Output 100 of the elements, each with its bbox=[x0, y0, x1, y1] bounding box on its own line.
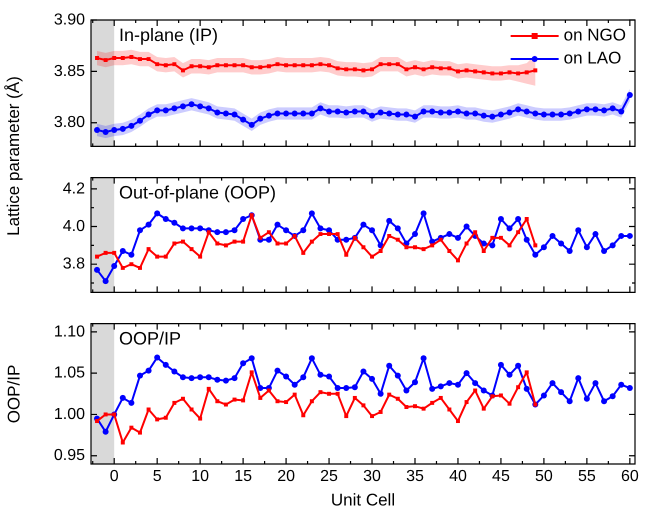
point bbox=[250, 65, 254, 70]
point bbox=[422, 67, 426, 72]
point bbox=[155, 254, 160, 259]
point bbox=[155, 62, 160, 66]
point bbox=[284, 400, 288, 404]
point bbox=[310, 240, 314, 244]
x-tick-label: 50 bbox=[535, 468, 553, 486]
point bbox=[120, 440, 125, 445]
y-axis-title: Lattice parameter (Å) bbox=[4, 76, 24, 236]
point bbox=[292, 63, 297, 68]
y-tick-label: 4.0 bbox=[62, 218, 86, 235]
point bbox=[276, 62, 280, 66]
point bbox=[112, 56, 116, 60]
point bbox=[224, 243, 228, 248]
point bbox=[447, 66, 452, 70]
point bbox=[190, 247, 194, 252]
point bbox=[430, 400, 434, 405]
point bbox=[370, 414, 374, 418]
point bbox=[232, 240, 236, 244]
point bbox=[387, 62, 392, 66]
point bbox=[473, 230, 478, 234]
point bbox=[404, 405, 408, 409]
point bbox=[215, 241, 220, 246]
point bbox=[438, 66, 443, 70]
point bbox=[438, 238, 443, 242]
point bbox=[198, 254, 202, 259]
x-tick-label: 45 bbox=[492, 468, 510, 486]
x-tick-label: 30 bbox=[363, 468, 382, 486]
point bbox=[464, 400, 469, 404]
point bbox=[95, 419, 99, 424]
annotation: OOP/IP bbox=[119, 328, 182, 349]
point bbox=[508, 243, 512, 248]
y-tick-label: 1.10 bbox=[54, 323, 86, 340]
point bbox=[327, 63, 332, 68]
point bbox=[508, 402, 512, 406]
point bbox=[352, 67, 357, 72]
x-tick-label: 10 bbox=[191, 468, 210, 486]
point bbox=[284, 241, 288, 246]
point bbox=[524, 370, 529, 374]
point bbox=[232, 398, 236, 402]
point bbox=[378, 410, 383, 414]
point bbox=[533, 243, 538, 248]
y-tick-label: 4.2 bbox=[62, 180, 86, 198]
point bbox=[413, 404, 417, 408]
point bbox=[387, 234, 392, 238]
point bbox=[138, 430, 142, 435]
x-axis-title: Unit Cell bbox=[330, 490, 396, 510]
point bbox=[146, 247, 151, 252]
x-tick-label: 20 bbox=[277, 468, 296, 486]
y-tick-label: 1.00 bbox=[54, 406, 86, 423]
y-tick-label: 3.85 bbox=[54, 62, 86, 80]
point bbox=[516, 230, 520, 234]
point bbox=[422, 406, 426, 411]
y-axis-title: OOP/IP bbox=[4, 364, 24, 424]
point bbox=[112, 250, 116, 255]
point bbox=[215, 63, 220, 68]
point bbox=[95, 56, 99, 60]
point bbox=[370, 254, 374, 259]
point bbox=[370, 67, 374, 72]
y-tick-label: 3.80 bbox=[54, 114, 86, 132]
point bbox=[138, 57, 142, 62]
point bbox=[224, 402, 228, 407]
annotation: In-plane (IP) bbox=[119, 24, 218, 45]
point bbox=[172, 62, 176, 66]
point bbox=[190, 408, 194, 412]
point bbox=[498, 71, 503, 76]
point bbox=[172, 400, 176, 405]
x-tick-label: 15 bbox=[234, 468, 252, 486]
point bbox=[129, 426, 134, 430]
point bbox=[180, 240, 185, 244]
point bbox=[533, 68, 538, 72]
point bbox=[301, 63, 306, 68]
point bbox=[310, 63, 314, 68]
point bbox=[232, 63, 236, 68]
point bbox=[490, 71, 494, 76]
x-tick-label: 0 bbox=[110, 468, 119, 486]
x-tick-label: 60 bbox=[620, 468, 639, 486]
y-tick-label: 3.8 bbox=[62, 256, 86, 273]
x-tick-label: 35 bbox=[406, 468, 424, 486]
point bbox=[138, 266, 142, 270]
point bbox=[301, 250, 306, 255]
point bbox=[456, 69, 460, 74]
point bbox=[422, 247, 426, 252]
point bbox=[198, 416, 202, 421]
point bbox=[172, 241, 176, 246]
point bbox=[473, 388, 478, 392]
x-tick-label: 5 bbox=[152, 468, 162, 486]
point bbox=[284, 63, 288, 68]
point bbox=[378, 249, 383, 253]
point bbox=[146, 57, 151, 62]
point bbox=[430, 243, 434, 248]
point bbox=[129, 262, 134, 266]
point bbox=[327, 392, 332, 396]
point bbox=[276, 241, 280, 246]
point bbox=[104, 250, 108, 255]
point bbox=[224, 63, 228, 68]
point bbox=[524, 217, 529, 221]
point bbox=[404, 67, 408, 72]
point bbox=[266, 230, 271, 234]
point bbox=[104, 58, 108, 62]
